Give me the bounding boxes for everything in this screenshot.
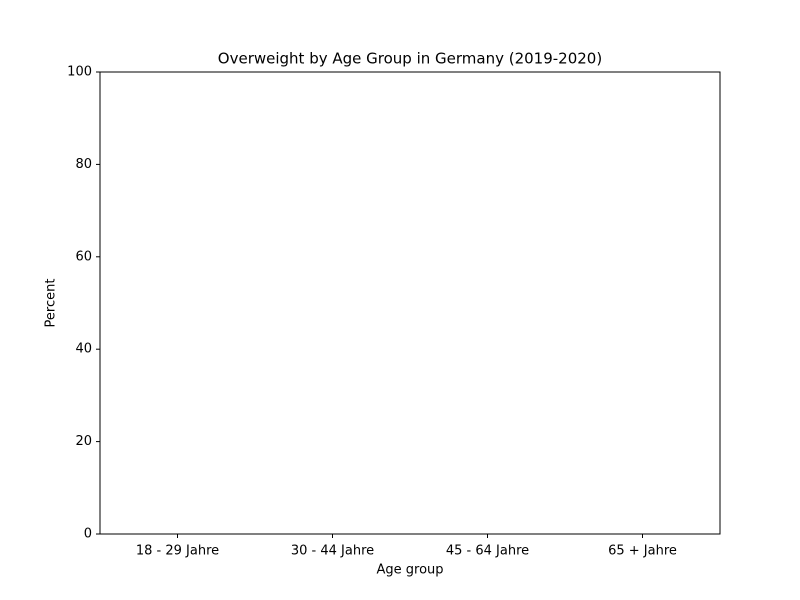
x-tick-label: 65 + Jahre [608,544,677,559]
plot-frame [99,71,721,535]
x-axis-label: Age group [376,563,443,578]
y-tick-label: 80 [75,157,92,172]
y-tick-label: 100 [67,65,92,80]
chart-title: Overweight by Age Group in Germany (2019… [218,50,602,68]
x-tick-label: 30 - 44 Jahre [291,544,374,559]
y-tick-label: 40 [75,342,92,357]
y-tick-label: 60 [75,249,92,264]
y-tick-label: 20 [75,434,92,449]
x-tick-label: 18 - 29 Jahre [136,544,219,559]
x-tick-label: 45 - 64 Jahre [446,544,529,559]
y-tick-label: 0 [84,527,92,542]
y-axis-label: Percent [44,279,59,328]
